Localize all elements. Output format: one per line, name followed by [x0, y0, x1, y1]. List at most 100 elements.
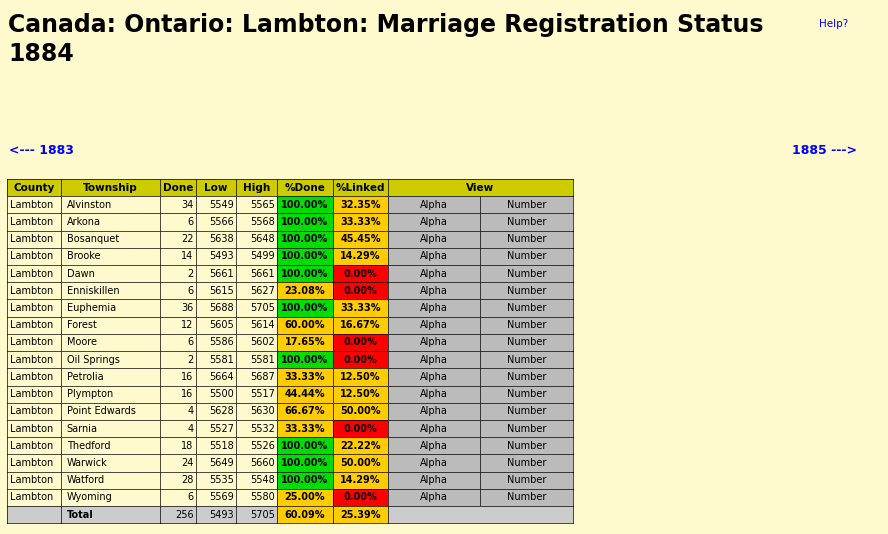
Text: Number: Number: [507, 355, 546, 365]
Text: Alpha: Alpha: [420, 320, 448, 330]
Text: 36: 36: [181, 303, 194, 313]
Text: 32.35%: 32.35%: [340, 200, 381, 210]
Text: 5602: 5602: [250, 337, 274, 348]
Text: County: County: [13, 183, 55, 192]
Text: 5615: 5615: [210, 286, 234, 296]
Text: 100.00%: 100.00%: [281, 269, 329, 279]
Text: 33.33%: 33.33%: [285, 372, 325, 382]
Text: 0.00%: 0.00%: [344, 337, 377, 348]
Text: Lambton: Lambton: [11, 269, 53, 279]
Text: 100.00%: 100.00%: [281, 200, 329, 210]
Text: Alpha: Alpha: [420, 389, 448, 399]
Text: Alpha: Alpha: [420, 337, 448, 348]
Text: 5638: 5638: [210, 234, 234, 244]
Text: Sarnia: Sarnia: [67, 423, 98, 434]
Text: 2: 2: [187, 355, 194, 365]
Text: Number: Number: [507, 200, 546, 210]
Text: 5493: 5493: [210, 510, 234, 520]
Text: Forest: Forest: [67, 320, 97, 330]
Text: Wyoming: Wyoming: [67, 492, 113, 502]
Text: 28: 28: [181, 475, 194, 485]
Text: Lambton: Lambton: [11, 372, 53, 382]
Text: Lambton: Lambton: [11, 217, 53, 227]
Text: Number: Number: [507, 286, 546, 296]
Text: Alpha: Alpha: [420, 303, 448, 313]
Text: 66.67%: 66.67%: [285, 406, 325, 417]
Text: Number: Number: [507, 389, 546, 399]
Text: Moore: Moore: [67, 337, 97, 348]
Text: 6: 6: [187, 286, 194, 296]
Text: 5581: 5581: [210, 355, 234, 365]
Text: Total: Total: [67, 510, 93, 520]
Text: Alpha: Alpha: [420, 458, 448, 468]
Text: 5705: 5705: [250, 303, 274, 313]
Text: 5661: 5661: [210, 269, 234, 279]
Text: 5688: 5688: [210, 303, 234, 313]
Text: Alpha: Alpha: [420, 234, 448, 244]
Text: Number: Number: [507, 423, 546, 434]
Text: Alpha: Alpha: [420, 269, 448, 279]
Text: 5566: 5566: [210, 217, 234, 227]
Text: %Linked: %Linked: [336, 183, 385, 192]
Text: Lambton: Lambton: [11, 200, 53, 210]
Text: 5517: 5517: [250, 389, 274, 399]
Text: 33.33%: 33.33%: [340, 303, 381, 313]
Text: 6: 6: [187, 492, 194, 502]
Text: 2: 2: [187, 269, 194, 279]
Text: Lambton: Lambton: [11, 337, 53, 348]
Text: Alpha: Alpha: [420, 252, 448, 261]
Text: 12.50%: 12.50%: [340, 389, 381, 399]
Text: Help?: Help?: [819, 19, 848, 29]
Text: Number: Number: [507, 441, 546, 451]
Text: 22: 22: [181, 234, 194, 244]
Text: Oil Springs: Oil Springs: [67, 355, 120, 365]
Text: 33.33%: 33.33%: [340, 217, 381, 227]
Text: Thedford: Thedford: [67, 441, 110, 451]
Text: 45.45%: 45.45%: [340, 234, 381, 244]
Text: 5568: 5568: [250, 217, 274, 227]
Text: 100.00%: 100.00%: [281, 355, 329, 365]
Text: 12.50%: 12.50%: [340, 372, 381, 382]
Text: 5586: 5586: [210, 337, 234, 348]
Text: Alpha: Alpha: [420, 475, 448, 485]
Text: 100.00%: 100.00%: [281, 441, 329, 451]
Text: 4: 4: [187, 423, 194, 434]
Text: 100.00%: 100.00%: [281, 252, 329, 261]
Text: Alpha: Alpha: [420, 423, 448, 434]
Text: Petrolia: Petrolia: [67, 372, 104, 382]
Text: 5526: 5526: [250, 441, 274, 451]
Text: 100.00%: 100.00%: [281, 475, 329, 485]
Text: 24: 24: [181, 458, 194, 468]
Text: Alpha: Alpha: [420, 217, 448, 227]
Text: Lambton: Lambton: [11, 458, 53, 468]
Text: 5569: 5569: [210, 492, 234, 502]
Text: Number: Number: [507, 492, 546, 502]
Text: 256: 256: [175, 510, 194, 520]
Text: Number: Number: [507, 234, 546, 244]
Text: 5660: 5660: [250, 458, 274, 468]
Text: 5518: 5518: [210, 441, 234, 451]
Text: Point Edwards: Point Edwards: [67, 406, 136, 417]
Text: Lambton: Lambton: [11, 423, 53, 434]
Text: 100.00%: 100.00%: [281, 303, 329, 313]
Text: Dawn: Dawn: [67, 269, 95, 279]
Text: Number: Number: [507, 252, 546, 261]
Text: Arkona: Arkona: [67, 217, 101, 227]
Text: 34: 34: [181, 200, 194, 210]
Text: Bosanquet: Bosanquet: [67, 234, 119, 244]
Text: Enniskillen: Enniskillen: [67, 286, 120, 296]
Text: Number: Number: [507, 269, 546, 279]
Text: Number: Number: [507, 337, 546, 348]
Text: 14.29%: 14.29%: [340, 475, 381, 485]
Text: Lambton: Lambton: [11, 286, 53, 296]
Text: Number: Number: [507, 458, 546, 468]
Text: 0.00%: 0.00%: [344, 423, 377, 434]
Text: 5580: 5580: [250, 492, 274, 502]
Text: 6: 6: [187, 337, 194, 348]
Text: Alvinston: Alvinston: [67, 200, 112, 210]
Text: %Done: %Done: [284, 183, 325, 192]
Text: Number: Number: [507, 475, 546, 485]
Text: 5605: 5605: [210, 320, 234, 330]
Text: High: High: [243, 183, 271, 192]
Text: 5527: 5527: [209, 423, 234, 434]
